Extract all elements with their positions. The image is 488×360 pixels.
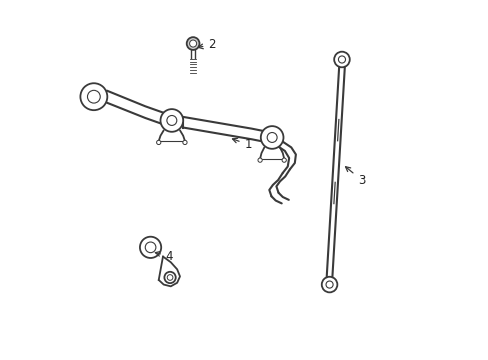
Circle shape — [333, 52, 349, 67]
Circle shape — [282, 158, 286, 162]
Circle shape — [145, 242, 156, 253]
Circle shape — [325, 281, 332, 288]
Circle shape — [186, 37, 199, 50]
Circle shape — [167, 275, 173, 280]
Circle shape — [87, 90, 100, 103]
Text: 4: 4 — [155, 250, 173, 263]
Text: 1: 1 — [232, 138, 251, 151]
Circle shape — [156, 140, 161, 145]
Text: 3: 3 — [345, 167, 365, 186]
Circle shape — [166, 116, 177, 125]
Circle shape — [266, 132, 277, 143]
Circle shape — [183, 140, 187, 145]
Circle shape — [189, 40, 196, 47]
Circle shape — [164, 272, 175, 283]
Circle shape — [258, 158, 262, 162]
Circle shape — [260, 126, 283, 149]
Circle shape — [321, 277, 337, 292]
Circle shape — [338, 56, 345, 63]
Circle shape — [140, 237, 161, 258]
Circle shape — [80, 83, 107, 110]
Text: 2: 2 — [198, 38, 215, 51]
Circle shape — [160, 109, 183, 132]
